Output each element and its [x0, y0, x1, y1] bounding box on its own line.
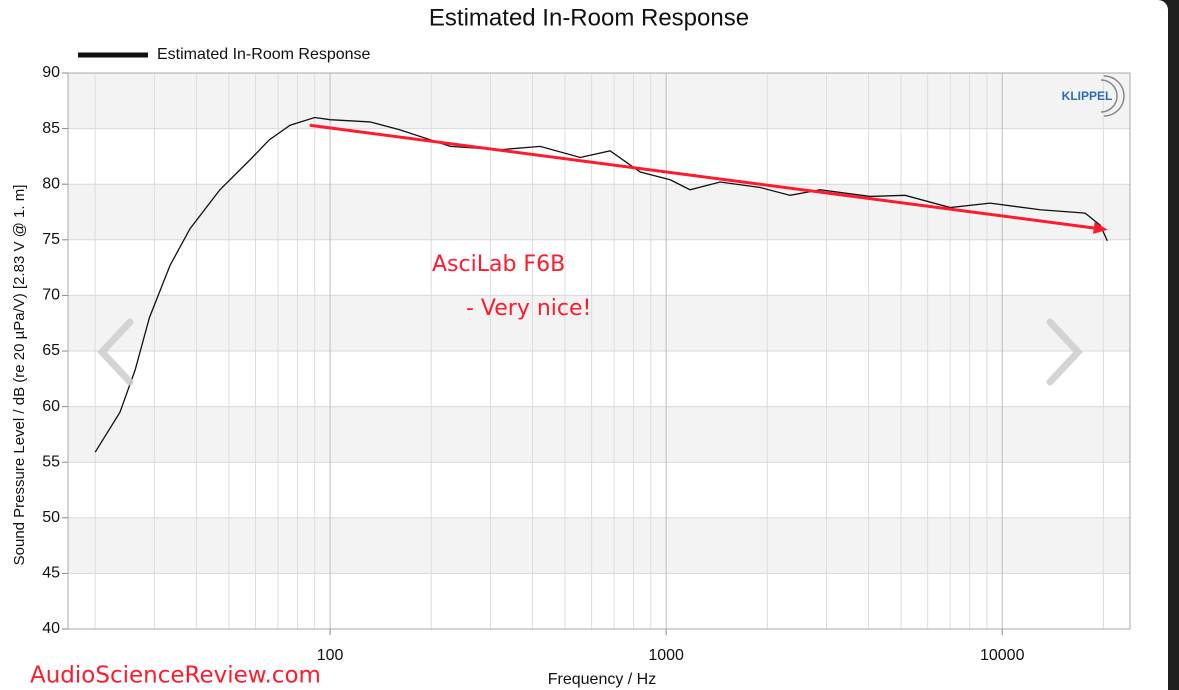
- y-tick-label: 90: [42, 64, 60, 81]
- watermark: AudioScienceReview.com: [30, 663, 321, 689]
- x-tick-label: 1000: [648, 647, 684, 664]
- y-tick-label: 45: [42, 565, 60, 582]
- next-button[interactable]: [1046, 318, 1083, 386]
- y-tick-label: 85: [42, 120, 60, 137]
- grid-band: [68, 406, 1130, 463]
- grid-band: [68, 517, 1130, 574]
- y-tick-label: 60: [42, 398, 60, 415]
- trend-line: [309, 123, 1095, 230]
- logo-arc: [1100, 75, 1125, 117]
- y-axis-label: Sound Pressure Level / dB (re 20 µPa/V) …: [11, 185, 28, 566]
- series-line: [94, 116, 1108, 453]
- x-tick-label: 100: [317, 647, 344, 664]
- chart-title: Estimated In-Room Response: [429, 4, 749, 31]
- previous-button[interactable]: [97, 318, 134, 386]
- logo: KLIPPEL: [1062, 89, 1113, 103]
- grid-band: [68, 73, 1130, 129]
- plot-frame: [67, 72, 1131, 630]
- x-tick-label: 10000: [980, 647, 1025, 664]
- annotation: - Very nice!: [466, 296, 591, 321]
- y-tick-label: 40: [42, 620, 60, 637]
- y-tick-label: 80: [42, 175, 60, 192]
- grid-band: [68, 184, 1130, 240]
- y-tick-label: 70: [42, 287, 60, 304]
- grid-band: [68, 295, 1130, 351]
- annotation: AsciLab F6B: [432, 252, 565, 277]
- x-axis-label: Frequency / Hz: [548, 671, 656, 688]
- plot: 40 45 50 55 60 65 70 75 80 85 90 100 1000 10000: [42, 64, 1131, 664]
- y-tick-label: 75: [42, 231, 60, 248]
- y-tick-label: 50: [42, 509, 60, 526]
- y-tick-label: 65: [42, 342, 60, 359]
- legend-label: Estimated In-Room Response: [157, 46, 371, 63]
- trend-arrowhead: [1093, 222, 1108, 234]
- y-tick-label: 55: [42, 453, 60, 470]
